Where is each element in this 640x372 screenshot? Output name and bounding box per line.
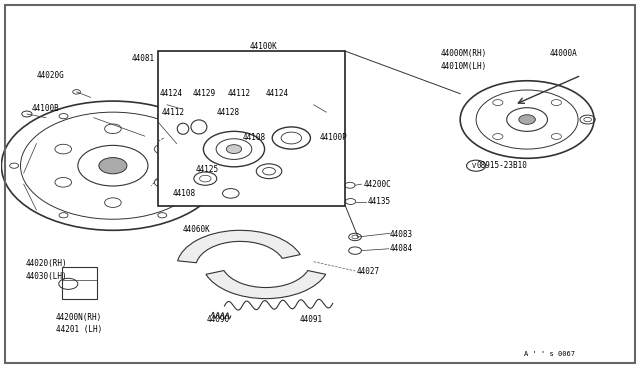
FancyBboxPatch shape	[157, 51, 346, 206]
Text: 44128: 44128	[217, 108, 240, 117]
Text: 44000M(RH): 44000M(RH)	[441, 49, 487, 58]
Text: 44200N(RH): 44200N(RH)	[56, 312, 102, 321]
Text: A ' ' s 0067: A ' ' s 0067	[524, 351, 575, 357]
Text: 44091: 44091	[300, 315, 323, 324]
Wedge shape	[206, 270, 326, 299]
Text: 44000A: 44000A	[549, 49, 577, 58]
Text: 44020G: 44020G	[36, 71, 64, 80]
Text: 44027: 44027	[357, 267, 380, 276]
Circle shape	[519, 115, 536, 124]
Text: 44108: 44108	[172, 189, 195, 198]
Wedge shape	[177, 230, 300, 263]
Text: 44010M(LH): 44010M(LH)	[441, 61, 487, 71]
Text: 44200C: 44200C	[364, 180, 391, 189]
Circle shape	[99, 158, 127, 174]
Text: 44100K: 44100K	[250, 42, 278, 51]
Text: 44201 (LH): 44201 (LH)	[56, 325, 102, 334]
Text: V: V	[472, 163, 476, 169]
Text: 44100P: 44100P	[320, 133, 348, 142]
Text: 44090: 44090	[207, 315, 230, 324]
Text: 44083: 44083	[390, 230, 413, 239]
Text: 44112: 44112	[162, 108, 185, 117]
Text: 44030(LH): 44030(LH)	[26, 272, 67, 281]
FancyBboxPatch shape	[62, 267, 97, 299]
Circle shape	[227, 145, 242, 154]
Text: 44124: 44124	[266, 89, 289, 98]
Text: 44124: 44124	[159, 89, 182, 98]
Text: 44081: 44081	[132, 54, 155, 63]
Text: 44060K: 44060K	[183, 225, 211, 234]
Text: 44108: 44108	[243, 133, 266, 142]
Text: 44125: 44125	[196, 165, 219, 174]
Text: 44129: 44129	[193, 89, 216, 98]
Text: 44135: 44135	[368, 197, 391, 206]
Text: 44112: 44112	[228, 89, 251, 98]
Text: 44020(RH): 44020(RH)	[26, 259, 67, 268]
Text: 44100B: 44100B	[32, 104, 60, 113]
Text: 08915-23B10: 08915-23B10	[476, 161, 527, 170]
Text: 44084: 44084	[390, 244, 413, 253]
